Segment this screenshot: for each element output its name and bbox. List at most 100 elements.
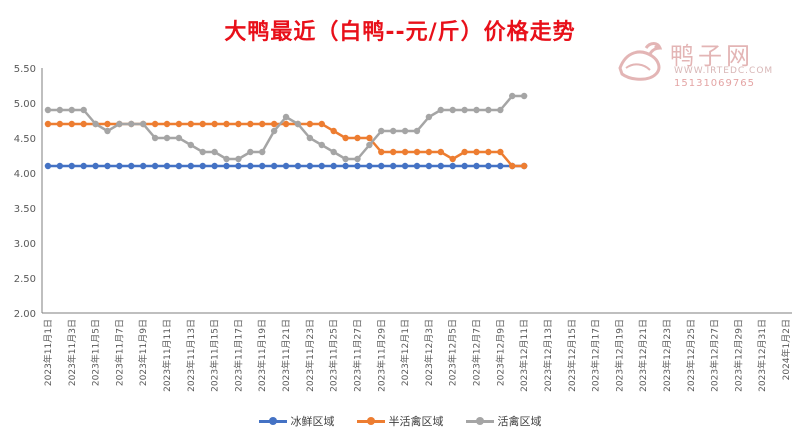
- x-tick-label: 2023年12月1日: [399, 319, 411, 386]
- data-point: [318, 120, 325, 128]
- data-point: [223, 120, 230, 128]
- data-point: [342, 134, 349, 142]
- data-point: [306, 134, 314, 142]
- data-point: [56, 162, 64, 170]
- data-point: [461, 148, 468, 156]
- x-tick-label: 2023年11月23日: [304, 319, 316, 392]
- y-tick-label: 5.00: [14, 99, 36, 110]
- data-point: [449, 162, 456, 170]
- data-point: [318, 162, 325, 170]
- legend-label: 半活禽区域: [388, 415, 444, 428]
- watermark-name: 鸭子网: [670, 42, 754, 70]
- x-tick-label: 2023年11月29日: [375, 319, 387, 392]
- data-point: [306, 120, 314, 128]
- legend-item: 活禽区域: [465, 413, 542, 429]
- data-point: [104, 127, 111, 135]
- x-tick-label: 2023年11月25日: [328, 319, 340, 392]
- data-point: [306, 162, 314, 170]
- chart-title: 大鸭最近（白鸭--元/斤）价格走势: [224, 20, 576, 45]
- data-point: [497, 106, 504, 114]
- data-point: [270, 162, 278, 170]
- legend-item: 冰鲜区域: [258, 413, 335, 429]
- data-point: [282, 113, 290, 121]
- data-point: [68, 162, 75, 170]
- data-point: [235, 155, 242, 163]
- data-point: [175, 162, 183, 170]
- data-point: [485, 162, 492, 170]
- x-tick-label: 2023年11月9日: [137, 319, 149, 386]
- data-point: [175, 134, 183, 142]
- x-tick-label: 2023年12月31日: [756, 319, 768, 392]
- data-point: [270, 127, 278, 135]
- y-tick-labels: 2.00 2.50 3.00 3.50 4.00 4.50 5.00 5.50: [14, 64, 36, 320]
- y-tick-label: 4.50: [14, 134, 36, 145]
- x-tick-label: 2023年11月21日: [280, 319, 292, 392]
- data-point: [413, 127, 421, 135]
- y-tick-label: 3.50: [14, 204, 36, 215]
- series-半活禽区域: [44, 120, 528, 170]
- data-point: [354, 155, 361, 163]
- series-活禽区域: [44, 92, 528, 163]
- data-point: [342, 155, 349, 163]
- data-point: [509, 92, 516, 100]
- data-point: [354, 134, 361, 142]
- x-tick-label: 2023年11月11日: [161, 319, 173, 392]
- data-point: [497, 148, 504, 156]
- data-point: [318, 141, 325, 149]
- x-tick-label: 2023年12月15日: [566, 319, 578, 392]
- data-point: [211, 148, 218, 156]
- data-point: [80, 106, 87, 114]
- x-tick-label: 2023年12月9日: [494, 319, 506, 386]
- data-point: [56, 120, 64, 128]
- x-tick-label: 2023年11月15日: [209, 319, 221, 392]
- data-point: [247, 148, 254, 156]
- x-tick-label: 2023年11月7日: [113, 319, 125, 386]
- data-point: [282, 162, 290, 170]
- data-point: [139, 120, 147, 128]
- y-tick-label: 5.50: [14, 64, 36, 75]
- data-point: [247, 162, 254, 170]
- data-point: [366, 134, 373, 142]
- duck-logo-icon: [618, 42, 663, 81]
- data-point: [199, 148, 206, 156]
- data-point: [282, 120, 290, 128]
- data-point: [294, 162, 302, 170]
- data-point: [211, 120, 218, 128]
- x-tick-label: 2023年12月17日: [590, 319, 602, 392]
- data-point: [437, 106, 445, 114]
- data-point: [235, 120, 242, 128]
- data-point: [104, 162, 111, 170]
- y-tick-label: 4.00: [14, 169, 36, 180]
- x-tick-label: 2023年11月27日: [351, 319, 363, 392]
- data-point: [128, 120, 135, 128]
- data-point: [354, 162, 361, 170]
- data-point: [294, 120, 302, 128]
- data-point: [509, 162, 516, 170]
- x-tick-labels: 2023年11月1日 2023年11月3日 2023年11月5日 2023年11月7日…: [42, 319, 792, 392]
- chart-axes: [41, 68, 792, 314]
- data-point: [151, 120, 159, 128]
- data-point: [259, 148, 266, 156]
- data-point: [449, 155, 456, 163]
- y-tick-label: 3.00: [14, 239, 36, 250]
- data-point: [473, 148, 480, 156]
- x-tick-label: 2023年12月7日: [471, 319, 483, 386]
- data-point: [68, 106, 75, 114]
- data-point: [437, 162, 445, 170]
- data-point: [92, 162, 99, 170]
- data-point: [151, 134, 159, 142]
- data-point: [342, 162, 349, 170]
- data-point: [259, 120, 266, 128]
- x-tick-label: 2024年1月2日: [780, 319, 792, 380]
- data-point: [163, 120, 171, 128]
- data-point: [449, 106, 456, 114]
- data-point: [366, 141, 373, 149]
- data-point: [497, 162, 504, 170]
- x-tick-label: 2023年12月13日: [542, 319, 554, 392]
- data-point: [425, 162, 433, 170]
- series-line: [47, 94, 525, 161]
- data-point: [187, 162, 195, 170]
- y-tick-label: 2.50: [14, 274, 36, 285]
- x-tick-label: 2023年12月23日: [661, 319, 673, 392]
- data-point: [473, 162, 480, 170]
